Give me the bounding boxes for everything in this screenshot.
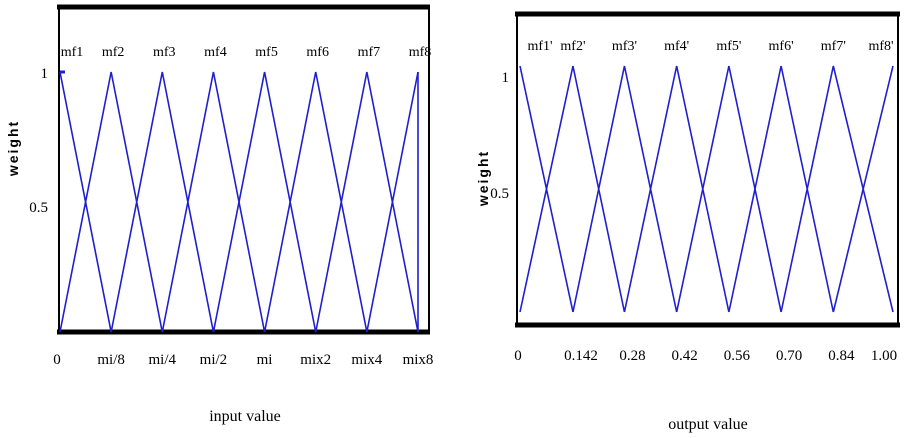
right-mf-label: mf4' [664, 39, 689, 54]
right-mf-label: mf8' [868, 39, 893, 54]
left-chart-y-axis-label: weight [5, 120, 21, 177]
left-x-tick-label: mix2 [300, 352, 331, 368]
left-mf-label: mf8 [409, 45, 432, 60]
left-chart-x-tick-labels: mi/8 mi/4 mi/2 mi mix2 mix4 mix8 [97, 352, 433, 368]
left-series-mf3 [110, 71, 215, 333]
left-chart-x-axis-label: input value [209, 408, 281, 425]
left-x-tick-label: mi/8 [97, 352, 125, 368]
left-x-tick-label: mi [257, 352, 273, 368]
right-x-tick-label: 0 [514, 348, 522, 364]
left-mf-label: mf6 [306, 45, 329, 60]
right-series-mf4' [623, 65, 730, 313]
left-mf-label: mf2 [102, 45, 125, 60]
right-x-tick-label: 0.56 [724, 348, 751, 364]
right-chart-series [519, 65, 894, 313]
left-chart-origin-label: 0 [53, 352, 61, 368]
left-mf-label: mf5 [255, 45, 278, 60]
right-x-tick-label: 0.42 [672, 348, 698, 364]
left-x-tick-label: mix4 [351, 352, 382, 368]
right-mf-label: mf3' [612, 39, 637, 54]
right-chart-y-axis-label: weight [475, 150, 491, 207]
right-chart-y-tick-1: 1 [502, 70, 510, 86]
left-series-mf7 [314, 71, 419, 333]
right-chart-x-tick-labels: 0 0.142 0.28 0.42 0.56 0.70 0.84 1.00 [514, 348, 897, 364]
right-chart-mf-labels: mf1' mf2' mf3' mf4' mf5' mf6' mf7' mf8' [527, 39, 893, 54]
right-series-mf6' [728, 65, 835, 313]
left-mf-label: mf1 [61, 45, 84, 60]
right-chart-y-tick-0.5: 0.5 [490, 186, 509, 202]
left-series-mf2 [59, 71, 164, 333]
left-chart-y-tick-1: 1 [41, 66, 49, 82]
right-mf-label: mf6' [769, 39, 794, 54]
right-series-mf8' [832, 65, 894, 313]
right-x-tick-label: 0.28 [619, 348, 645, 364]
right-mf-label: mf7' [821, 39, 846, 54]
left-mf-label: mf7 [358, 45, 381, 60]
right-mf-label: mf1' [527, 39, 552, 54]
left-chart-series [59, 70, 419, 333]
right-mf-label: mf5' [716, 39, 741, 54]
left-x-tick-label: mi/2 [200, 352, 228, 368]
right-x-tick-label: 0.70 [776, 348, 802, 364]
right-chart-x-axis-label: output value [668, 416, 748, 433]
left-series-mf5 [212, 71, 317, 333]
left-series-mf8 [366, 71, 419, 333]
left-series-mf6 [263, 71, 368, 333]
right-series-mf3' [572, 65, 678, 313]
right-x-tick-label: 0.84 [828, 348, 855, 364]
right-chart: mf1' mf2' mf3' mf4' mf5' mf6' mf7' mf8' 0 0.142 0… [475, 11, 900, 433]
left-chart-y-tick-0.5: 0.5 [29, 200, 48, 216]
left-x-tick-label: mi/4 [149, 352, 177, 368]
right-x-tick-label: 0.142 [564, 348, 598, 364]
left-chart-mf-labels: mf1 mf2 mf3 mf4 mf5 mf6 mf7 mf8 [61, 45, 432, 60]
left-series-mf4 [161, 71, 266, 333]
right-series-mf7' [780, 65, 894, 313]
left-x-tick-label: mix8 [403, 352, 434, 368]
left-mf-label: mf3 [153, 45, 176, 60]
right-mf-label: mf2' [560, 39, 585, 54]
left-chart: mf1 mf2 mf3 mf4 mf5 mf6 mf7 mf8 mi/8 mi/4 mi/2 mi m… [5, 4, 433, 425]
right-series-mf2' [519, 65, 626, 313]
right-series-mf5' [675, 65, 782, 313]
left-mf-label: mf4 [204, 45, 227, 60]
right-x-tick-label: 1.00 [871, 348, 897, 364]
